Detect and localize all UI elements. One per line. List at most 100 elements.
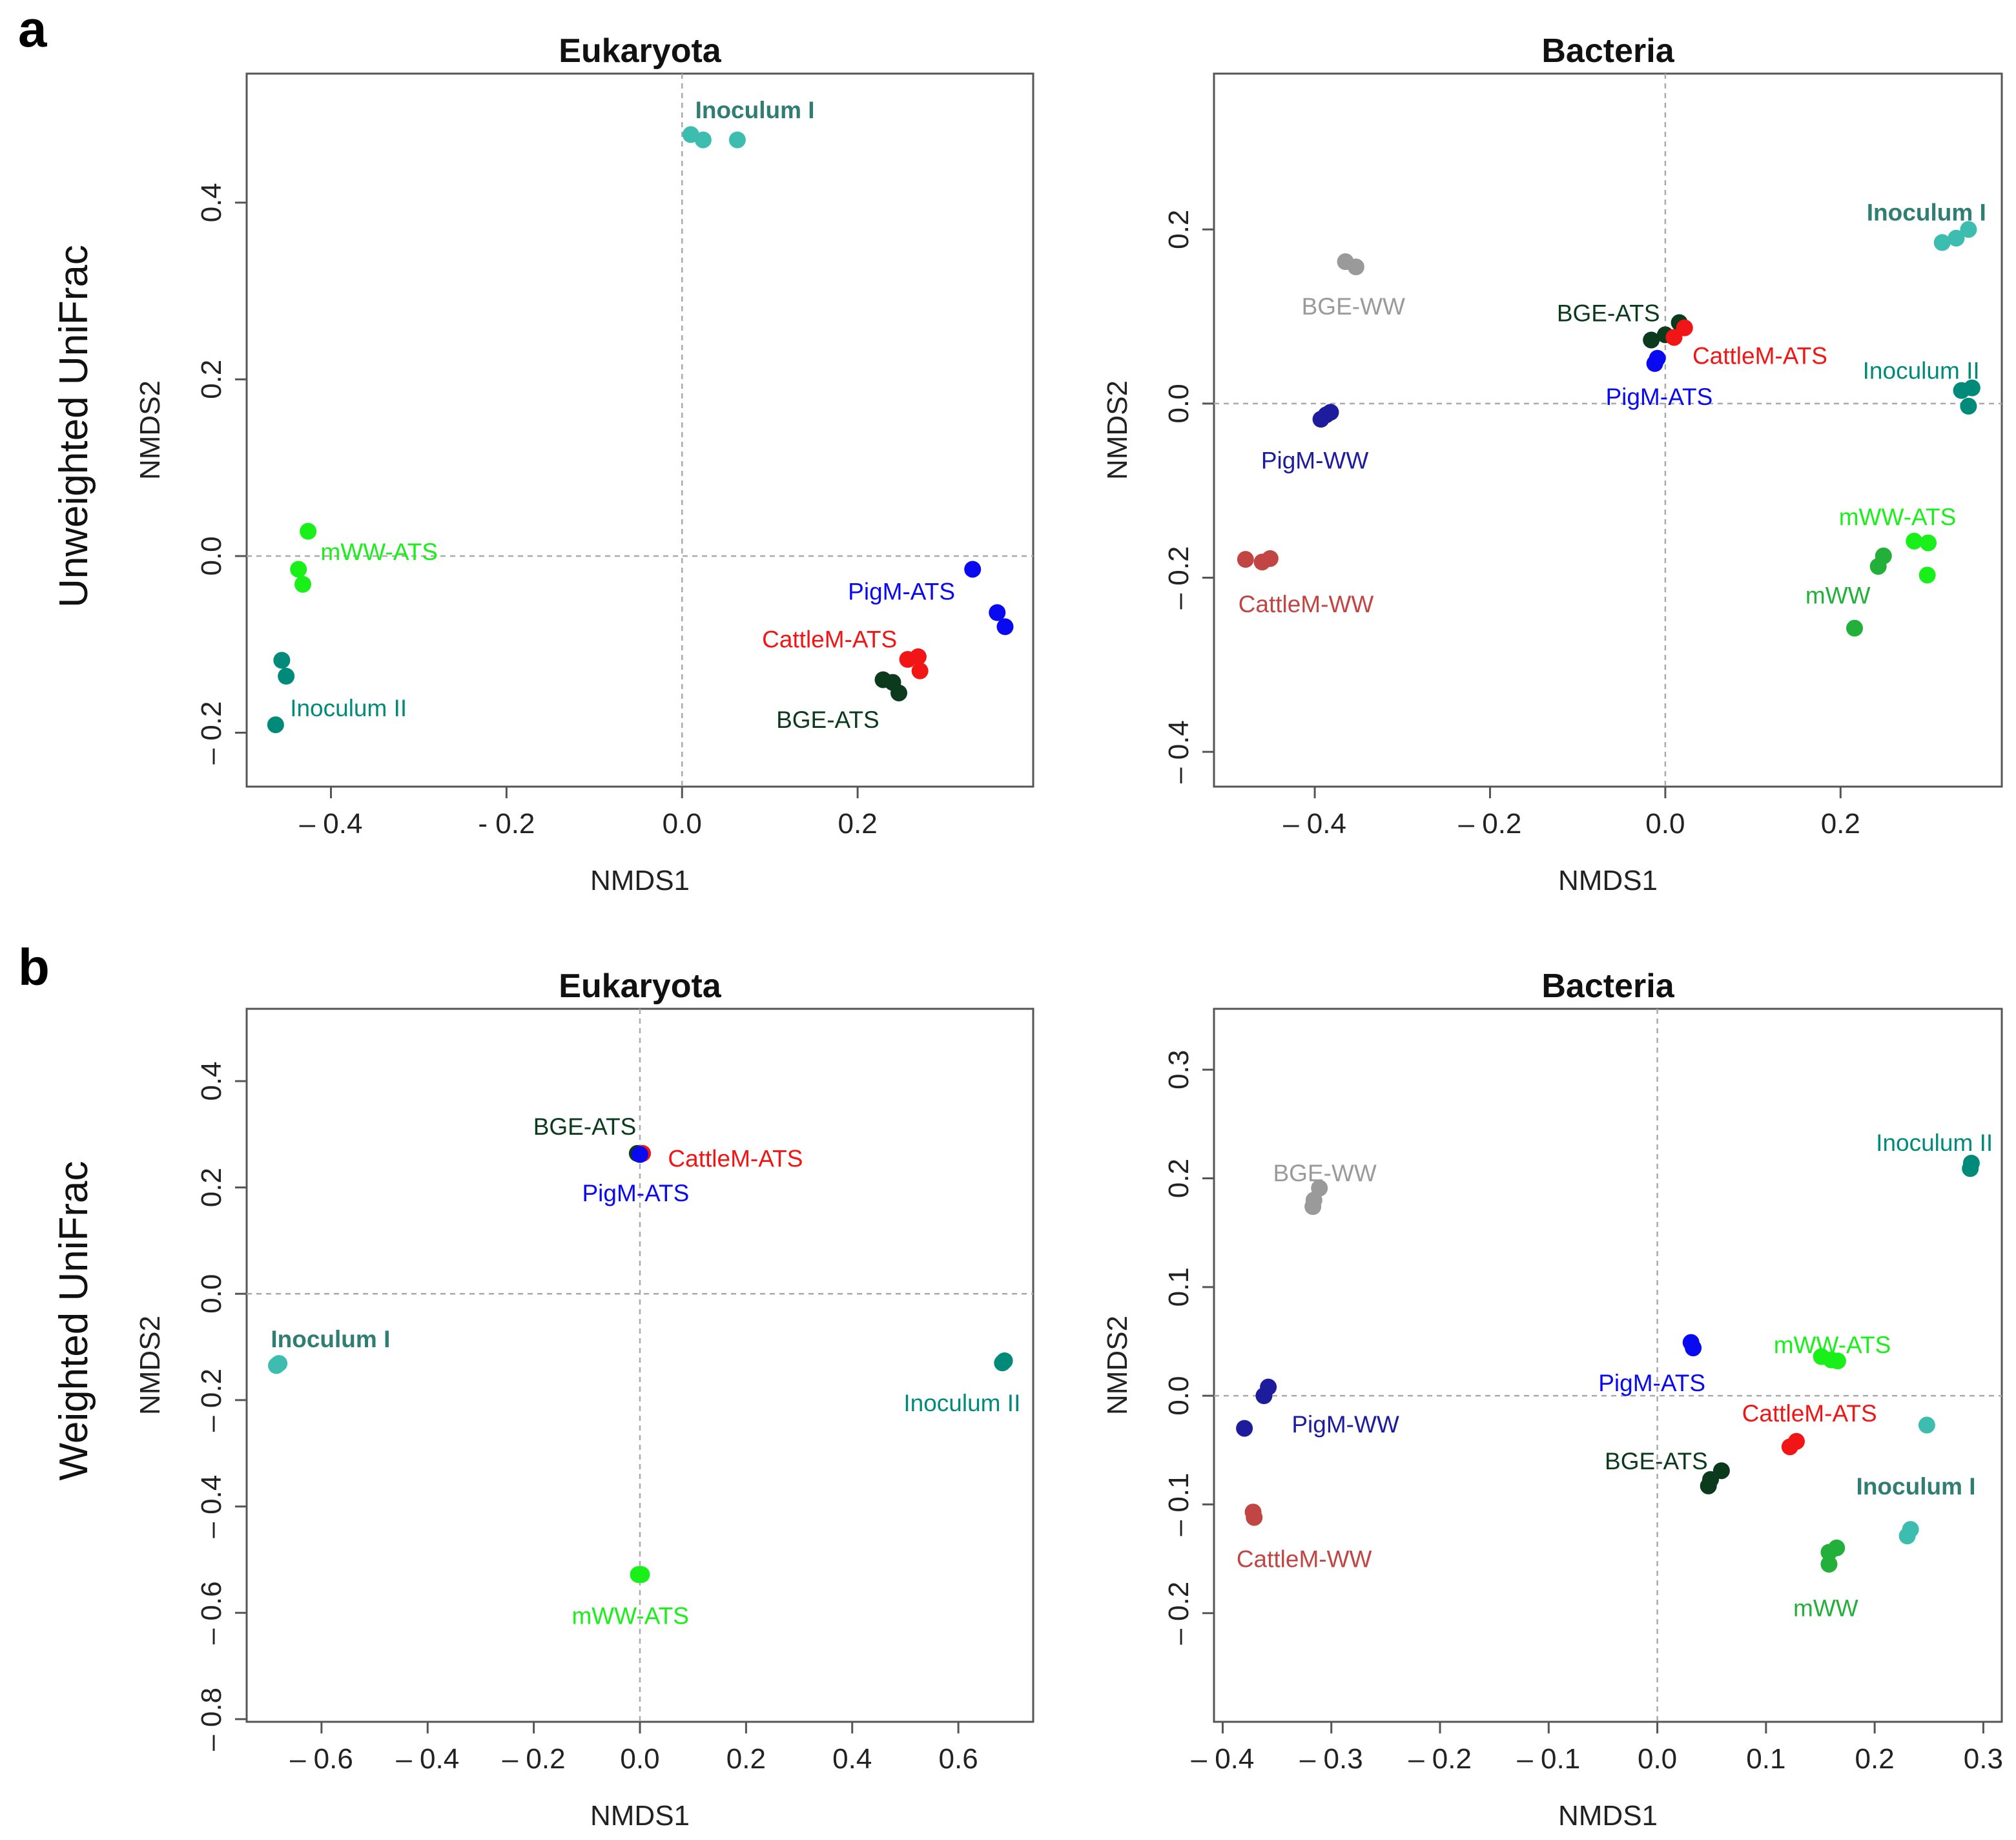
point-cattlem-ats — [1781, 1438, 1798, 1456]
point-bge-ats — [890, 684, 908, 701]
label-cattlem-ats: CattleM-ATS — [668, 1145, 803, 1172]
label-inoculum-ii: Inoculum II — [903, 1390, 1020, 1416]
y-tick-label: 0.4 — [196, 183, 227, 222]
x-axis-label: NMDS1 — [1558, 1800, 1658, 1832]
label-inoculum-ii: Inoculum II — [290, 695, 407, 721]
x-tick-label: – 0.4 — [1283, 808, 1346, 840]
label-mww-ats: mWW-ATS — [321, 539, 438, 565]
label-cattlem-ats: CattleM-ATS — [1692, 343, 1827, 369]
point-inoculum-i — [1918, 1416, 1935, 1434]
label-bge-ats: BGE-ATS — [1557, 300, 1660, 327]
chart-title: Bacteria — [1541, 967, 1674, 1005]
x-axis-label: NMDS1 — [590, 1800, 690, 1832]
point-inoculum-ii — [273, 652, 291, 669]
label-pigm-ww: PigM-WW — [1291, 1411, 1399, 1438]
x-tick-label: 0.0 — [620, 1743, 659, 1775]
point-bge-ww — [1304, 1198, 1322, 1215]
label-inoculum-i: Inoculum I — [1867, 199, 1986, 225]
point-inoculum-ii — [1962, 1160, 1979, 1177]
label-bge-ww: BGE-WW — [1302, 293, 1405, 320]
point-pigm-ww — [1236, 1420, 1253, 1437]
point-pigm-ats — [632, 1146, 648, 1163]
label-cattlem-ww: CattleM-WW — [1239, 591, 1374, 617]
y-tick-label: – 0.4 — [1163, 720, 1195, 783]
y-tick-label: – 0.2 — [1163, 1582, 1195, 1645]
y-tick-label: – 0.4 — [196, 1475, 227, 1538]
label-pigm-ats: PigM-ATS — [1598, 1370, 1705, 1396]
label-bge-ats: BGE-ATS — [533, 1113, 637, 1140]
x-tick-label: 0.0 — [1645, 808, 1685, 840]
point-bge-ww — [1347, 258, 1364, 276]
label-inoculum-ii: Inoculum II — [1863, 358, 1980, 384]
point-pigm-ats — [964, 561, 982, 578]
y-axis-label: NMDS2 — [1102, 1316, 1133, 1415]
point-bge-ats — [1700, 1477, 1717, 1494]
point-inoculum-i — [1948, 229, 1965, 247]
y-tick-label: 0.2 — [1163, 1159, 1195, 1198]
point-inoculum-i — [1933, 234, 1951, 251]
label-pigm-ww: PigM-WW — [1261, 448, 1369, 474]
chart-panel: Eukaryota NMDS1 NMDS2 – 0.6 – 0.4 – 0.2 0.0 0.2… — [134, 967, 1034, 1832]
x-tick-label: 0.2 — [1855, 1743, 1895, 1775]
point-cattlem-ww — [1261, 550, 1279, 567]
y-tick-label: 0.0 — [196, 536, 227, 575]
point-mww-ats — [1829, 1352, 1846, 1370]
y-tick-label: 0.0 — [1163, 384, 1195, 423]
label-mww: mWW — [1793, 1595, 1858, 1621]
point-inoculum-ii — [996, 1352, 1013, 1370]
point-mww-ats — [1918, 566, 1936, 584]
point-mww — [1828, 1539, 1846, 1556]
point-bge-ats — [1643, 331, 1660, 349]
x-tick-label: 0.2 — [726, 1743, 766, 1775]
x-tick-label: – 0.6 — [290, 1743, 353, 1775]
x-tick-label: – 0.2 — [502, 1743, 566, 1775]
plot-frame — [245, 72, 1034, 788]
x-tick-label: - 0.2 — [478, 808, 535, 840]
label-pigm-ats: PigM-ATS — [848, 579, 955, 605]
point-mww-ats — [633, 1566, 650, 1583]
point-inoculum-ii — [267, 716, 284, 734]
label-mww-ats: mWW-ATS — [1774, 1332, 1891, 1358]
y-tick-label: 0.2 — [196, 360, 227, 399]
x-tick-label: 0.2 — [838, 808, 878, 840]
y-axis-label: NMDS2 — [1102, 380, 1133, 480]
point-mww — [1846, 619, 1864, 637]
x-tick-label: 0.0 — [663, 808, 702, 840]
point-mww-ats — [1920, 534, 1937, 552]
x-tick-label: 0.4 — [832, 1743, 872, 1775]
x-tick-label: – 0.4 — [300, 808, 363, 840]
point-mww-ats — [300, 522, 317, 540]
point-inoculum-i — [271, 1355, 288, 1372]
label-mww-ats: mWW-ATS — [571, 1602, 689, 1629]
x-tick-label: 0.3 — [1964, 1743, 2003, 1775]
point-pigm-ats — [996, 618, 1014, 636]
point-pigm-ats — [1649, 349, 1666, 367]
y-axis-label: NMDS2 — [134, 1316, 166, 1415]
y-tick-label: 0.3 — [1163, 1050, 1195, 1090]
x-tick-label: 0.2 — [1821, 808, 1860, 840]
label-cattlem-ats: CattleM-ATS — [1742, 1400, 1877, 1427]
x-tick-label: – 0.3 — [1300, 1743, 1363, 1775]
y-tick-label: 0.4 — [196, 1061, 227, 1101]
chart-title: Eukaryota — [559, 32, 722, 70]
point-pigm-ats — [1685, 1339, 1702, 1357]
row-label-unweighted: Unweighted UniFrac — [52, 245, 96, 608]
point-mww-ats — [1906, 532, 1923, 550]
x-tick-label: – 0.2 — [1459, 808, 1522, 840]
label-bge-ww: BGE-WW — [1273, 1160, 1376, 1186]
label-pigm-ats: PigM-ATS — [582, 1180, 690, 1206]
point-mww-ats — [290, 561, 307, 578]
label-inoculum-ii: Inoculum II — [1876, 1130, 1993, 1156]
x-tick-label: – 0.2 — [1408, 1743, 1472, 1775]
x-axis-label: NMDS1 — [590, 865, 690, 896]
point-inoculum-i — [728, 131, 746, 149]
x-tick-label: – 0.4 — [396, 1743, 459, 1775]
point-mww — [1869, 557, 1887, 575]
chart-panel: Eukaryota NMDS1 NMDS2 – 0.4 - 0.2 0.0 0.2 – 0.2… — [134, 32, 1034, 896]
y-tick-label: 0.0 — [196, 1274, 227, 1314]
plot-frame — [1213, 1008, 2003, 1723]
point-pigm-ww — [1255, 1387, 1273, 1405]
point-inoculum-i — [1960, 221, 1977, 238]
y-tick-label: – 0.2 — [196, 701, 227, 765]
